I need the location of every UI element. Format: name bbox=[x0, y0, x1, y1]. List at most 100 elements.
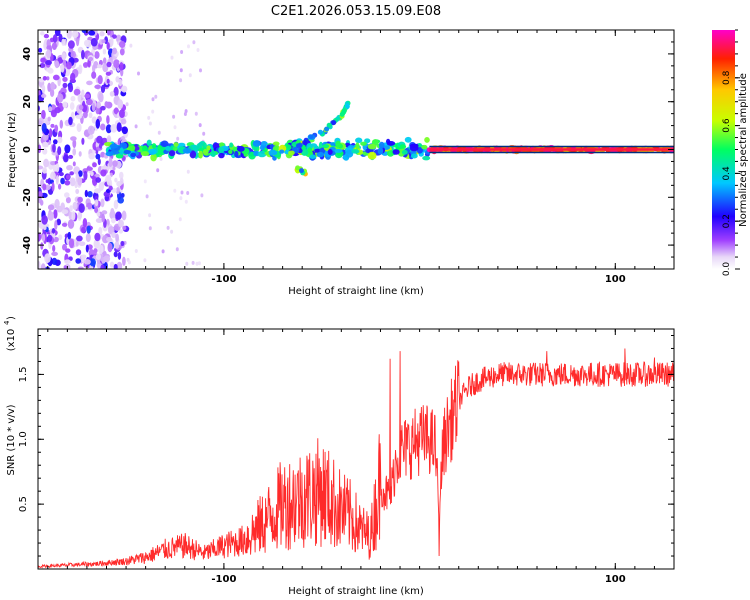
noise-cell bbox=[64, 259, 71, 265]
noise-cell bbox=[96, 64, 103, 69]
noise-cell bbox=[172, 114, 176, 119]
noise-cell bbox=[94, 199, 99, 207]
noise-cell bbox=[111, 34, 117, 39]
carrier-cell bbox=[234, 150, 239, 158]
noise-cell bbox=[84, 93, 91, 99]
noise-cell bbox=[137, 71, 140, 76]
noise-cell bbox=[45, 66, 52, 73]
carrier-cell bbox=[309, 154, 316, 159]
noise-cell bbox=[41, 141, 49, 148]
carrier-cell bbox=[335, 140, 341, 148]
noise-cell bbox=[89, 258, 96, 267]
noise-cell bbox=[96, 135, 103, 144]
noise-cell bbox=[192, 40, 196, 45]
noise-cell bbox=[38, 191, 43, 198]
carrier-cell bbox=[360, 141, 367, 146]
snr-series-line bbox=[38, 348, 674, 569]
carrier-cell bbox=[272, 141, 280, 146]
carrier-cell bbox=[150, 153, 157, 162]
noise-cell bbox=[97, 74, 103, 85]
noise-cell bbox=[51, 182, 55, 192]
noise-cell bbox=[104, 101, 109, 108]
noise-cell bbox=[78, 104, 84, 111]
carrier-cell bbox=[307, 147, 312, 153]
snr-ticks: -100 100 0.5 1.0 1.5 bbox=[18, 329, 675, 585]
noise-cell bbox=[77, 211, 83, 220]
y-tick-label: -20 bbox=[22, 188, 33, 206]
noise-cell bbox=[75, 258, 82, 264]
noise-cell bbox=[49, 88, 55, 98]
noise-cell bbox=[113, 263, 118, 269]
noise-cell bbox=[183, 112, 187, 116]
noise-cell bbox=[42, 183, 47, 191]
noise-cell bbox=[78, 241, 86, 247]
noise-cell bbox=[85, 244, 89, 253]
noise-cell bbox=[52, 143, 56, 153]
noise-cell bbox=[88, 152, 95, 160]
noise-cell bbox=[62, 76, 68, 82]
branch-cell bbox=[302, 140, 308, 145]
noise-cell bbox=[110, 208, 115, 214]
noise-cell bbox=[179, 196, 183, 201]
noise-cell bbox=[88, 30, 96, 36]
noise-cell bbox=[108, 185, 113, 191]
noise-cell bbox=[176, 136, 180, 141]
noise-cell bbox=[151, 97, 155, 102]
noise-cell bbox=[75, 36, 80, 47]
noise-cell bbox=[86, 80, 93, 86]
carrier-cell bbox=[140, 151, 150, 157]
noise-cell bbox=[62, 154, 69, 163]
noise-cell bbox=[119, 171, 124, 180]
noise-cell bbox=[114, 241, 120, 249]
noise-cell bbox=[76, 235, 83, 242]
noise-cell bbox=[68, 238, 75, 249]
noise-cell bbox=[38, 144, 42, 154]
noise-cell bbox=[198, 123, 202, 128]
noise-cell bbox=[100, 169, 107, 177]
noise-cell bbox=[143, 258, 147, 263]
noise-cell bbox=[166, 225, 170, 230]
noise-cell bbox=[113, 199, 119, 210]
y-tick-label: 0 bbox=[22, 146, 33, 153]
snr-y-label: SNR (10 * v/v) bbox=[6, 404, 17, 475]
noise-cell bbox=[120, 118, 127, 125]
noise-cell bbox=[38, 232, 41, 242]
noise-cell bbox=[179, 68, 183, 73]
noise-cell bbox=[109, 91, 115, 97]
noise-cell bbox=[180, 190, 184, 195]
noise-cell bbox=[112, 166, 116, 171]
noise-cell bbox=[107, 242, 113, 253]
carrier-cell bbox=[252, 140, 261, 147]
noise-cell bbox=[112, 160, 118, 167]
noise-cell bbox=[69, 171, 75, 176]
noise-cell bbox=[125, 102, 129, 107]
noise-cell bbox=[118, 228, 124, 234]
carrier-cell bbox=[160, 140, 169, 148]
noise-cell bbox=[100, 198, 105, 208]
noise-cell bbox=[106, 30, 111, 36]
noise-cell bbox=[101, 213, 105, 223]
noise-cell bbox=[116, 122, 122, 132]
noise-cell bbox=[127, 260, 131, 265]
noise-cell bbox=[115, 187, 120, 195]
noise-cell bbox=[53, 209, 58, 219]
noise-cell bbox=[101, 39, 106, 44]
noise-cell bbox=[65, 196, 71, 204]
spectrogram-panel: -100 100 -40 -20 0 20 40 Height of straight li… bbox=[7, 29, 675, 297]
noise-cell bbox=[64, 144, 71, 154]
noise-cell bbox=[67, 219, 75, 229]
carrier-cell bbox=[316, 151, 325, 158]
noise-cell bbox=[98, 143, 103, 149]
noise-cell bbox=[119, 48, 125, 56]
noise-cell bbox=[94, 51, 100, 59]
noise-cell bbox=[175, 247, 179, 252]
noise-cell bbox=[113, 59, 120, 69]
noise-cell bbox=[48, 128, 53, 138]
carrier-cell bbox=[392, 149, 400, 155]
noise-cell bbox=[41, 123, 47, 133]
noise-cell bbox=[41, 84, 46, 94]
chart-title: C2E1.2026.053.15.09.E08 bbox=[271, 4, 441, 19]
noise-cell bbox=[100, 84, 106, 93]
noise-cell bbox=[115, 233, 119, 243]
noise-cell bbox=[54, 198, 60, 209]
